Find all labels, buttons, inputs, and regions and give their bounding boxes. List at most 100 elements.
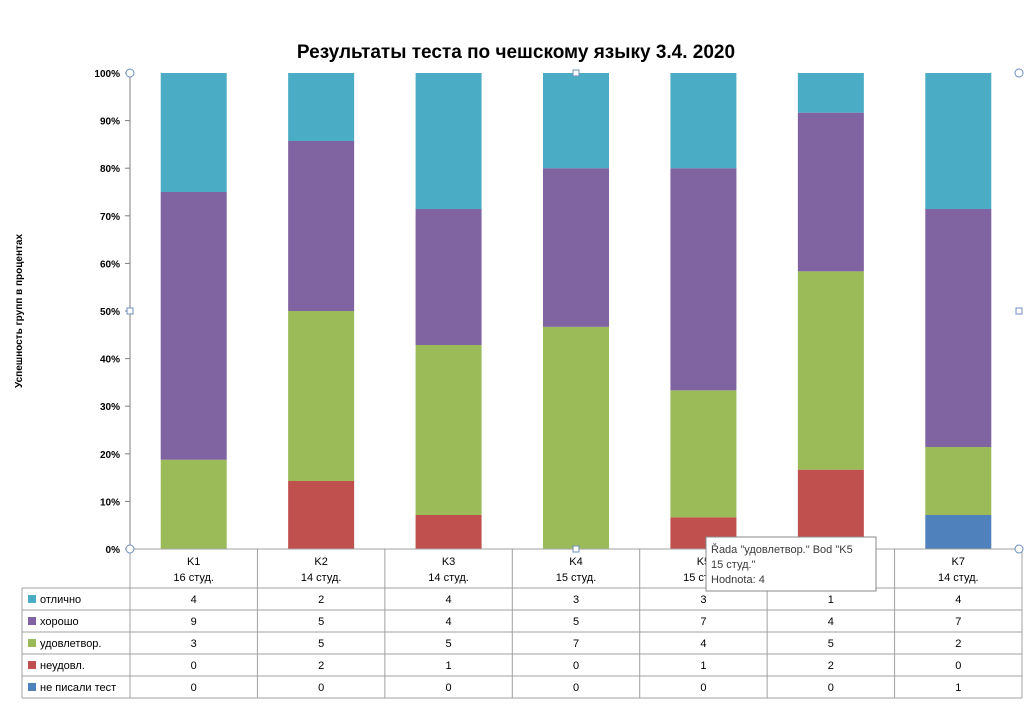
table-value: 0 (955, 660, 961, 672)
bar-segment (415, 209, 482, 345)
tooltip-box (705, 536, 877, 592)
bar-segment (288, 311, 355, 481)
table-value: 4 (955, 594, 961, 606)
tooltip-line-1: Řada "удовлетвор." Bod "K5 (711, 543, 853, 556)
legend-swatch (28, 617, 36, 625)
table-value: 0 (700, 682, 706, 694)
legend-swatch (28, 683, 36, 691)
table-value: 2 (318, 660, 324, 672)
y-tick-label: 100% (94, 69, 120, 80)
selection-handle[interactable] (1015, 307, 1023, 315)
selection-handle[interactable] (126, 307, 134, 315)
table-value: 9 (191, 616, 197, 628)
table-value: 3 (573, 594, 579, 606)
table-value: 1 (955, 682, 961, 694)
legend-label: неудовл. (40, 660, 85, 672)
y-tick-label: 90% (100, 117, 120, 128)
category-sublabel: 14 студ. (938, 572, 979, 584)
selection-handles (125, 68, 1024, 554)
bar-segment (797, 112, 864, 272)
bar-segment (670, 73, 737, 169)
y-tick-label: 70% (100, 212, 120, 223)
table-value: 7 (955, 616, 961, 628)
bar-segment (415, 73, 482, 209)
category-label: K2 (314, 556, 327, 568)
bar-segment (543, 168, 609, 327)
table-value: 4 (446, 616, 452, 628)
y-tick-label: 0% (106, 545, 121, 556)
table-value: 3 (191, 638, 197, 650)
table-value: 4 (828, 616, 834, 628)
bar-segment (543, 73, 609, 169)
category-sublabel: 15 студ. (556, 572, 597, 584)
bar-segment (670, 390, 737, 518)
bar-segment (925, 447, 992, 515)
table-value: 5 (318, 638, 324, 650)
category-label: K3 (442, 556, 455, 568)
table-value: 4 (700, 638, 706, 650)
bar-segment (925, 515, 992, 549)
table-value: 0 (573, 682, 579, 694)
y-tick-label: 10% (100, 497, 120, 508)
y-tick-label: 60% (100, 259, 120, 270)
y-tick-label: 40% (100, 355, 120, 366)
table-value: 5 (828, 638, 834, 650)
selection-handle[interactable] (1014, 68, 1024, 78)
bar-segment (797, 271, 864, 470)
y-tick-label: 80% (100, 164, 120, 175)
selection-handle[interactable] (125, 544, 135, 554)
bar-segment (160, 73, 227, 192)
bar-segment (797, 469, 864, 549)
y-tick-label: 20% (100, 450, 120, 461)
table-value: 2 (318, 594, 324, 606)
category-label: K1 (187, 556, 200, 568)
bar-segment (288, 73, 355, 141)
legend-swatch (28, 639, 36, 647)
y-axis-ticks: 0% 10% 20% 30% 40% 50% 60% 70% 80% 90% 100% (94, 69, 131, 556)
selection-handle[interactable] (572, 69, 580, 77)
table-value: 3 (700, 594, 706, 606)
table-value: 2 (955, 638, 961, 650)
table-value: 0 (191, 660, 197, 672)
table-value: 7 (573, 638, 579, 650)
legend-label: хорошо (40, 616, 79, 628)
category-sublabel: 14 студ. (301, 572, 342, 584)
table-value: 1 (828, 594, 834, 606)
selection-handle[interactable] (572, 545, 580, 553)
bar-segment (925, 73, 992, 209)
bar-segment (160, 192, 227, 460)
table-value: 1 (446, 660, 452, 672)
table-value: 5 (573, 616, 579, 628)
table-value: 2 (828, 660, 834, 672)
bar-segment (288, 141, 355, 311)
bar-segment (797, 73, 864, 113)
y-axis-label: Успешность групп в процентах (14, 234, 25, 388)
y-tick-label: 50% (100, 307, 120, 318)
table-value: 5 (446, 638, 452, 650)
category-sublabel: 16 студ. (173, 572, 214, 584)
bar-segment (160, 459, 227, 549)
tooltip-line-3: Hodnota: 4 (711, 574, 765, 586)
category-label: K4 (569, 556, 582, 568)
selection-handle[interactable] (125, 68, 135, 78)
legend-label: удовлетвор. (40, 638, 101, 650)
category-label: K7 (952, 556, 965, 568)
table-value: 4 (446, 594, 452, 606)
table-value: 0 (318, 682, 324, 694)
table-value: 0 (828, 682, 834, 694)
legend-label: отлично (40, 594, 81, 606)
selection-handle[interactable] (1014, 544, 1024, 554)
bar-segment (415, 515, 482, 549)
table-value: 7 (700, 616, 706, 628)
bar-segment (925, 209, 992, 447)
table-value: 0 (191, 682, 197, 694)
y-tick-label: 30% (100, 402, 120, 413)
table-value: 5 (318, 616, 324, 628)
tooltip: Řada "удовлетвор." Bod "K5 15 студ." Hod… (705, 536, 877, 592)
bar-segment (670, 168, 737, 391)
table-value: 0 (446, 682, 452, 694)
table-value: 4 (191, 594, 197, 606)
bar-segment (543, 326, 609, 549)
bars (160, 73, 992, 549)
